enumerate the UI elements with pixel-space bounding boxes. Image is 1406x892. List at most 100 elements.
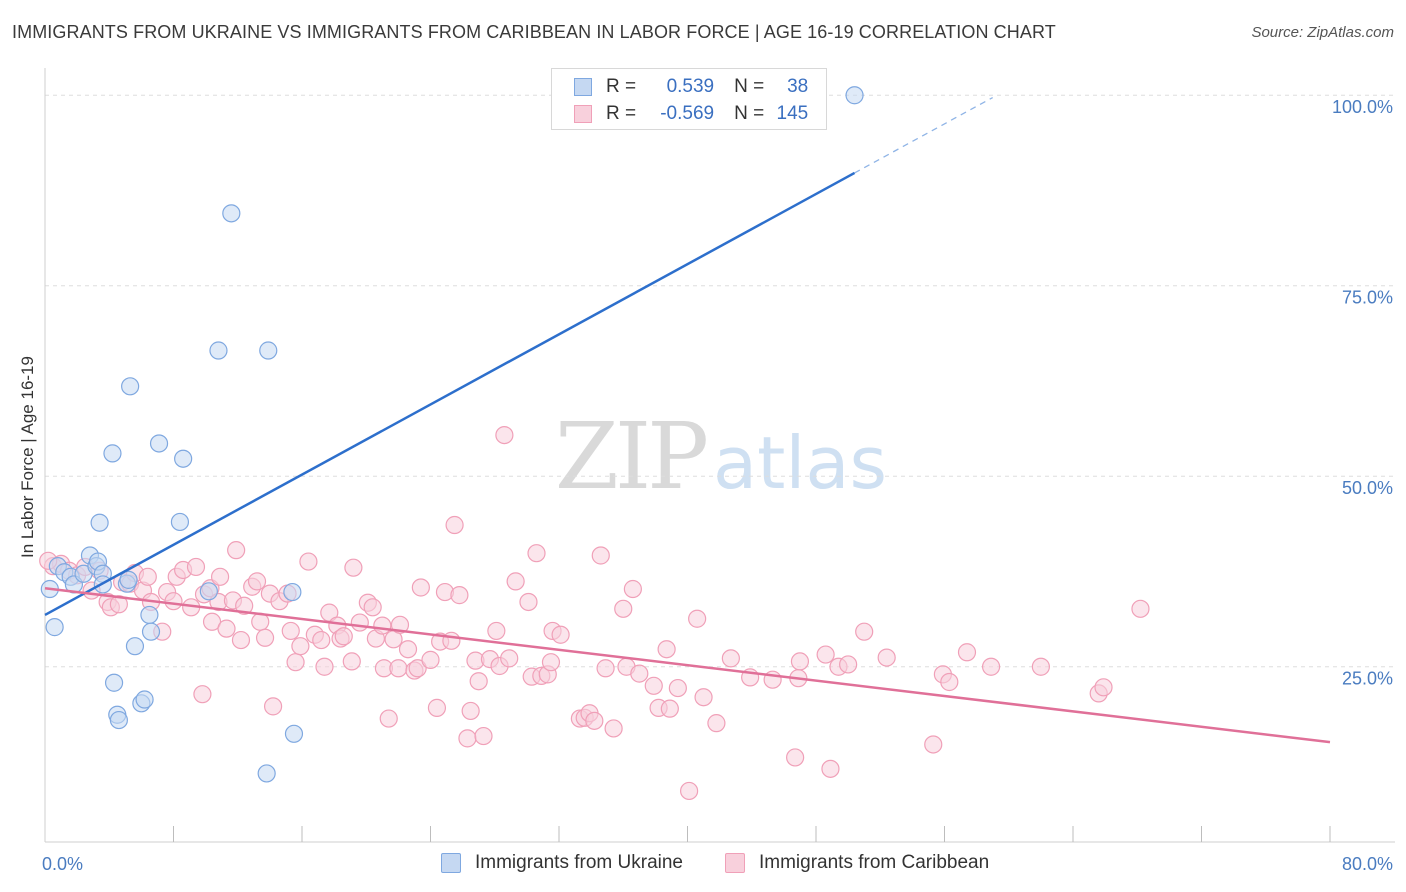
y-tick-label: 75.0%	[1342, 288, 1393, 308]
watermark-zip: ZIP	[555, 403, 706, 510]
legend-swatch-ukraine	[441, 853, 461, 873]
ukraine-point	[109, 710, 128, 730]
caribbean-point	[379, 709, 398, 728]
ukraine-point	[119, 570, 138, 589]
n-label: N =	[734, 76, 765, 97]
caribbean-point	[614, 599, 633, 618]
x-tick-labels: 0.0% 80.0%	[42, 854, 1393, 874]
caribbean-point	[350, 613, 369, 632]
caribbean-point	[217, 619, 236, 638]
caribbean-point	[668, 678, 687, 698]
caribbean-point	[445, 515, 464, 535]
caribbean-point	[344, 558, 363, 577]
caribbean-point	[408, 659, 427, 678]
caribbean-point	[924, 735, 943, 754]
caribbean-point	[263, 697, 283, 716]
ukraine-point	[284, 724, 304, 743]
ukraine-trend-line	[44, 171, 856, 617]
caribbean-point	[541, 653, 561, 672]
legend-item-ukraine[interactable]: Immigrants from Ukraine	[441, 852, 683, 874]
r-value-caribbean: -0.569	[660, 103, 715, 124]
chart-title: IMMIGRANTS FROM UKRAINE VS IMMIGRANTS FR…	[12, 22, 1056, 42]
ukraine-trend-extension	[854, 96, 993, 174]
caribbean-swatch	[574, 105, 592, 123]
ukraine-point	[149, 434, 169, 453]
caribbean-point	[680, 781, 699, 801]
r-value-ukraine: 0.539	[666, 76, 715, 97]
caribbean-point	[707, 714, 726, 733]
ukraine-point	[45, 618, 64, 637]
caribbean-point	[495, 425, 514, 445]
caribbean-point	[164, 592, 183, 611]
ukraine-swatch	[574, 78, 592, 96]
legend-label-ukraine: Immigrants from Ukraine	[475, 852, 683, 873]
ukraine-point	[257, 764, 276, 783]
ukraine-point	[222, 204, 241, 223]
caribbean-point	[623, 579, 642, 599]
caribbean-point	[373, 616, 392, 635]
caribbean-point	[1094, 678, 1113, 697]
caribbean-point	[281, 621, 300, 641]
caribbean-point	[585, 711, 604, 730]
legend-swatch-caribbean	[725, 853, 745, 873]
caribbean-point	[957, 643, 977, 662]
watermark-atlas: atlas	[713, 421, 887, 505]
caribbean-point	[694, 688, 713, 707]
caribbean-point	[299, 552, 318, 571]
stats-legend: R = 0.539 N = 38 R = -0.569 N = 145	[551, 68, 827, 130]
x-tick-label: 0.0%	[42, 854, 83, 874]
caribbean-point	[334, 627, 353, 646]
series-ukraine	[40, 86, 864, 783]
caribbean-point	[816, 645, 835, 664]
caribbean-point	[688, 609, 707, 628]
stats-row-ukraine: R = 0.539 N = 38	[574, 75, 808, 99]
caribbean-point	[596, 659, 615, 678]
n-value-ukraine: 38	[787, 76, 809, 97]
caribbean-point	[231, 630, 251, 650]
caribbean-point	[786, 748, 805, 767]
y-tick-label: 50.0%	[1342, 478, 1393, 498]
caribbean-point	[855, 622, 874, 641]
ukraine-point	[199, 582, 218, 601]
ukraine-point	[121, 377, 140, 396]
caribbean-point	[527, 544, 546, 563]
caribbean-point	[227, 541, 246, 560]
caribbean-point	[591, 546, 610, 565]
ukraine-point	[170, 512, 190, 532]
ukraine-point	[259, 341, 278, 360]
caribbean-point	[461, 701, 480, 721]
caribbean-point	[186, 557, 206, 577]
series-legend: Immigrants from Ukraine Immigrants from …	[0, 852, 1406, 878]
caribbean-point	[235, 596, 254, 615]
y-tick-label: 100.0%	[1332, 97, 1393, 117]
watermark: ZIP atlas	[555, 403, 887, 510]
series-points	[39, 86, 1150, 801]
caribbean-point	[657, 640, 676, 659]
legend-item-caribbean[interactable]: Immigrants from Caribbean	[725, 852, 989, 874]
caribbean-point	[551, 625, 570, 644]
y-axis-label: In Labor Force | Age 16-19	[18, 356, 37, 558]
trend-lines	[44, 96, 1331, 744]
caribbean-point	[604, 719, 623, 738]
caribbean-point	[427, 698, 447, 717]
caribbean-point	[450, 586, 469, 605]
caribbean-point	[940, 672, 959, 692]
caribbean-point	[109, 595, 128, 614]
caribbean-point	[487, 621, 506, 641]
caribbean-point	[411, 578, 430, 597]
r-label: R =	[606, 103, 637, 124]
y-tick-labels: 100.0% 75.0% 50.0% 25.0%	[1332, 97, 1393, 688]
ukraine-point	[140, 605, 159, 625]
caribbean-point	[312, 630, 331, 650]
caribbean-point	[193, 685, 212, 704]
x-tick-label: 80.0%	[1342, 854, 1393, 874]
n-label: N =	[734, 103, 765, 124]
caribbean-point	[389, 659, 408, 678]
ukraine-point	[104, 673, 124, 692]
caribbean-point	[421, 650, 440, 669]
caribbean-point	[1131, 599, 1150, 618]
ukraine-point	[283, 582, 302, 602]
ukraine-point	[90, 513, 109, 532]
caribbean-point	[398, 640, 418, 659]
